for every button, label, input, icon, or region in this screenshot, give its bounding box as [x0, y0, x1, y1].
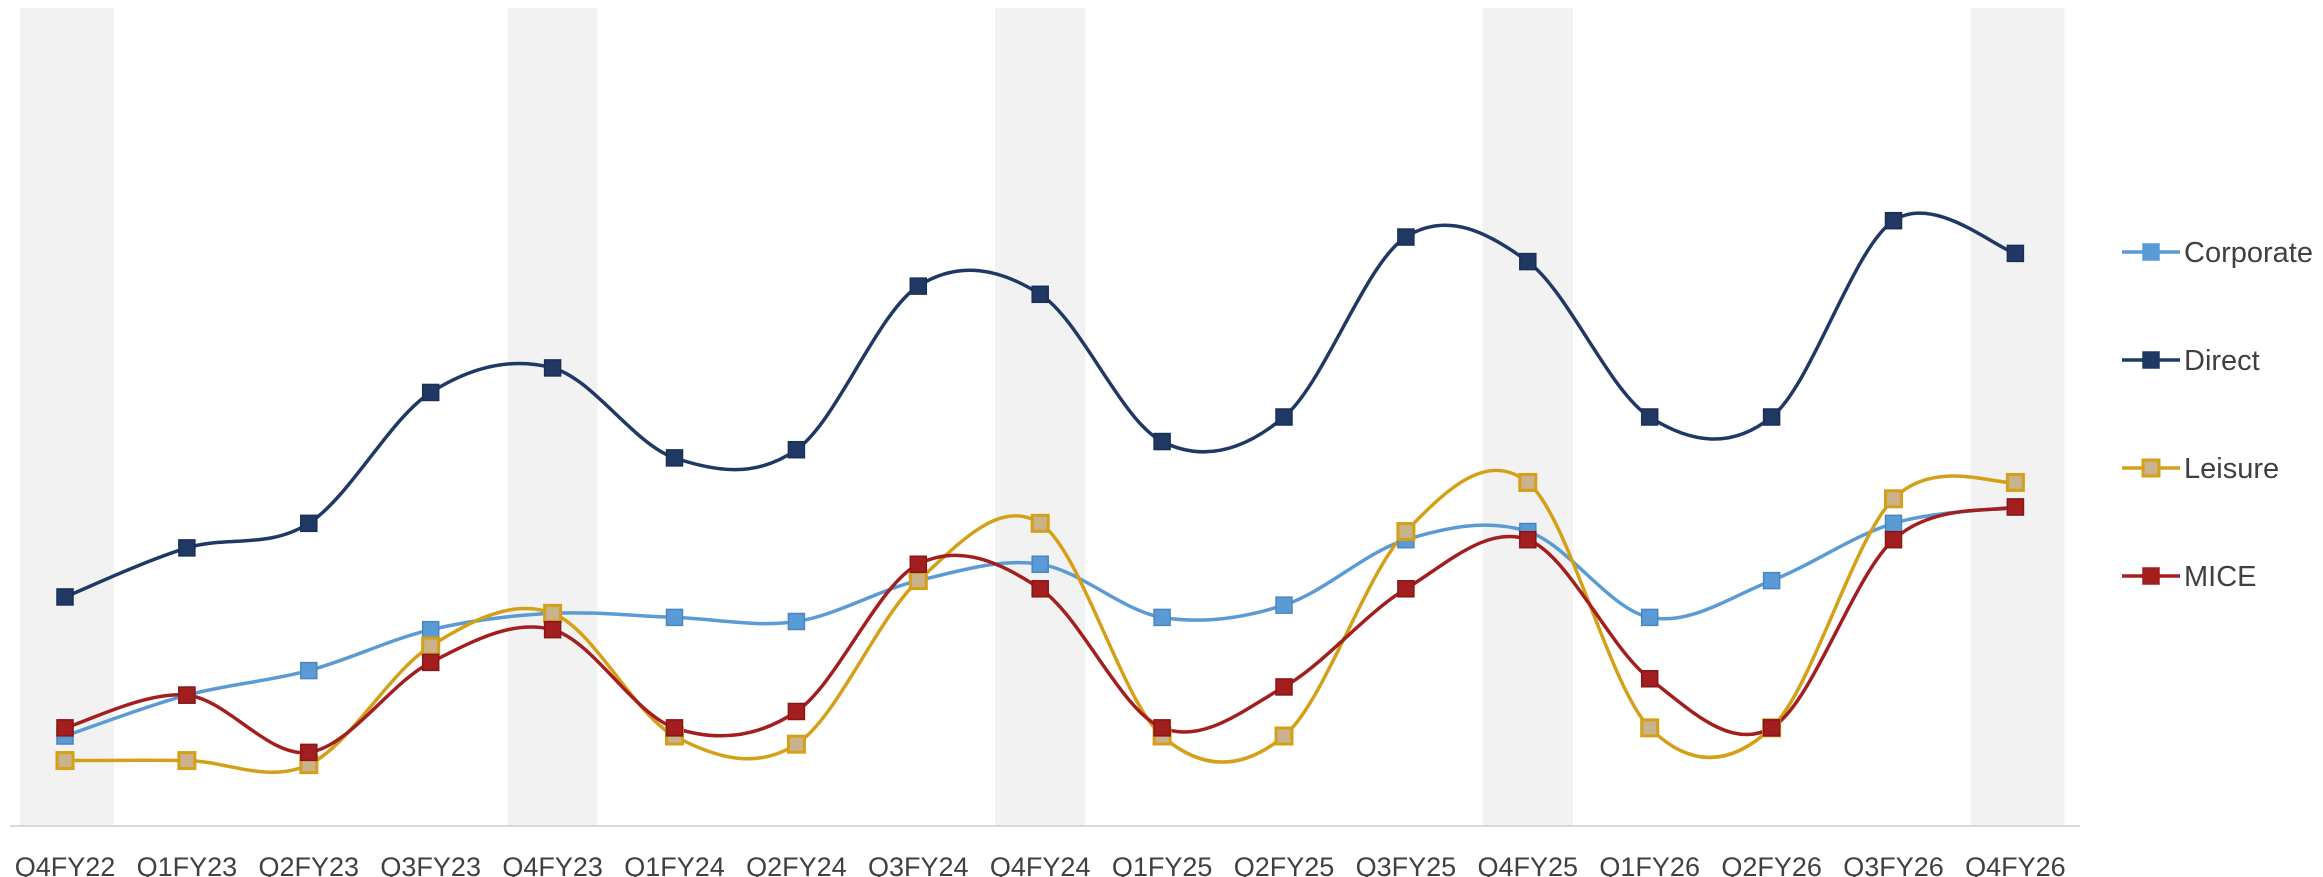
x-tick-label: Q3FY26	[1843, 852, 1944, 877]
data-point-direct-q2fy25	[1275, 408, 1293, 426]
data-point-mice-q3fy26	[1884, 530, 1903, 549]
data-point-leisure-q4fy22	[55, 751, 75, 771]
data-point-leisure-q4fy25	[1518, 472, 1538, 492]
legend-label-leisure: Leisure	[2184, 453, 2279, 485]
data-point-corporate-q1fy25	[1153, 608, 1171, 627]
legend: Corporate Direct Leisure MICE	[2122, 237, 2313, 593]
data-point-mice-q1fy25	[1153, 719, 1171, 737]
data-point-direct-q4fy25	[1519, 252, 1537, 271]
legend-marker-direct	[2142, 351, 2160, 369]
data-point-corporate-q4fy24	[1031, 555, 1049, 573]
data-point-mice-q4fy24	[1031, 580, 1049, 598]
x-tick-label: Q1FY25	[1112, 852, 1213, 877]
legend-item-mice: MICE	[2122, 561, 2257, 593]
series-line-mice	[64, 505, 2016, 755]
data-point-mice-q2fy25	[1275, 678, 1293, 696]
data-point-direct-q2fy24	[787, 440, 806, 459]
highlight-band-q4fy25	[1482, 8, 1573, 826]
x-tick-label: Q4FY23	[502, 852, 603, 877]
data-point-direct-q1fy23	[178, 539, 196, 557]
x-tick-label: Q1FY23	[137, 852, 238, 877]
data-point-corporate-q1fy24	[665, 608, 684, 627]
x-tick-label: Q3FY25	[1356, 852, 1457, 877]
highlight-band-q4fy24	[995, 8, 1086, 826]
legend-marker-mice	[2142, 567, 2160, 585]
data-point-direct-q4fy26	[2006, 244, 2025, 263]
x-tick-label: Q2FY24	[746, 852, 847, 877]
series-markers	[55, 211, 2025, 775]
data-point-direct-q3fy24	[909, 277, 928, 295]
legend-item-direct: Direct	[2122, 345, 2260, 377]
x-tick-label: Q2FY25	[1234, 852, 1335, 877]
x-tick-label: Q1FY26	[1599, 852, 1700, 877]
data-point-mice-q3fy24	[909, 555, 928, 573]
data-point-leisure-q3fy23	[421, 636, 441, 656]
data-point-corporate-q2fy26	[1762, 571, 1781, 590]
data-point-leisure-q3fy25	[1396, 522, 1416, 542]
data-point-corporate-q2fy24	[787, 612, 806, 631]
data-point-leisure-q4fy23	[543, 603, 563, 623]
data-point-mice-q4fy25	[1519, 530, 1537, 549]
data-point-mice-q2fy24	[787, 702, 806, 721]
data-point-leisure-q2fy25	[1274, 726, 1294, 746]
highlight-band-q4fy26	[1970, 8, 2065, 826]
data-point-corporate-q3fy26	[1884, 514, 1903, 533]
x-tick-label: Q4FY24	[990, 852, 1091, 877]
data-point-leisure-q1fy23	[177, 751, 197, 771]
x-tick-label: Q2FY23	[259, 852, 360, 877]
data-point-mice-q1fy23	[178, 686, 196, 704]
data-point-corporate-q2fy23	[300, 661, 318, 680]
data-point-mice-q2fy26	[1762, 719, 1781, 737]
data-point-direct-q1fy26	[1640, 408, 1659, 426]
data-point-leisure-q3fy26	[1884, 489, 1903, 509]
data-point-corporate-q2fy25	[1275, 596, 1293, 614]
data-point-direct-q2fy26	[1762, 408, 1781, 426]
x-tick-label: Q3FY23	[380, 852, 481, 877]
legend-item-corporate: Corporate	[2122, 237, 2313, 269]
data-point-mice-q3fy25	[1397, 580, 1415, 598]
data-point-leisure-q1fy26	[1640, 718, 1660, 738]
highlight-band-q4fy23	[507, 8, 598, 826]
data-point-mice-q3fy23	[421, 653, 440, 672]
series-line-direct	[64, 211, 2016, 599]
data-point-direct-q2fy23	[300, 514, 318, 533]
x-tick-label: Q4FY26	[1965, 852, 2066, 877]
data-point-leisure-q3fy24	[908, 571, 928, 591]
x-tick-label: Q3FY24	[868, 852, 969, 877]
highlight-bands	[20, 8, 2065, 826]
legend-marker-corporate	[2142, 243, 2160, 261]
data-point-leisure-q4fy24	[1030, 513, 1050, 533]
data-point-direct-q4fy22	[56, 588, 74, 606]
data-point-mice-q2fy23	[300, 743, 318, 762]
legend-label-mice: MICE	[2184, 561, 2257, 593]
data-point-mice-q1fy24	[665, 719, 684, 737]
data-point-leisure-q2fy24	[786, 734, 806, 754]
data-point-direct-q3fy26	[1884, 211, 1903, 230]
data-point-leisure-q4fy26	[2005, 472, 2025, 492]
x-tick-label: Q2FY26	[1721, 852, 1822, 877]
highlight-band-q4fy22	[20, 8, 114, 826]
x-tick-label: Q4FY22	[15, 852, 116, 877]
data-point-direct-q3fy23	[421, 383, 440, 402]
data-point-corporate-q1fy26	[1640, 608, 1659, 627]
legend-label-corporate: Corporate	[2184, 237, 2313, 269]
data-point-mice-q1fy26	[1640, 670, 1659, 688]
data-point-direct-q1fy25	[1153, 432, 1171, 451]
data-point-corporate-q3fy23	[421, 620, 440, 639]
x-tick-labels: Q4FY22 Q1FY23 Q2FY23 Q3FY23 Q4FY23 Q1FY24 Q2FY…	[15, 852, 2066, 877]
x-tick-label: Q1FY24	[624, 852, 725, 877]
data-point-mice-q4fy22	[56, 719, 74, 737]
data-point-direct-q1fy24	[665, 449, 684, 467]
data-point-mice-q4fy23	[543, 620, 562, 639]
legend-marker-leisure	[2141, 458, 2161, 478]
legend-item-leisure: Leisure	[2122, 453, 2279, 485]
data-point-direct-q4fy24	[1031, 285, 1049, 304]
legend-label-direct: Direct	[2184, 345, 2260, 377]
x-tick-label: Q4FY25	[1478, 852, 1579, 877]
data-point-direct-q4fy23	[543, 359, 562, 377]
data-point-direct-q3fy25	[1397, 228, 1415, 246]
data-point-mice-q4fy26	[2006, 498, 2025, 516]
